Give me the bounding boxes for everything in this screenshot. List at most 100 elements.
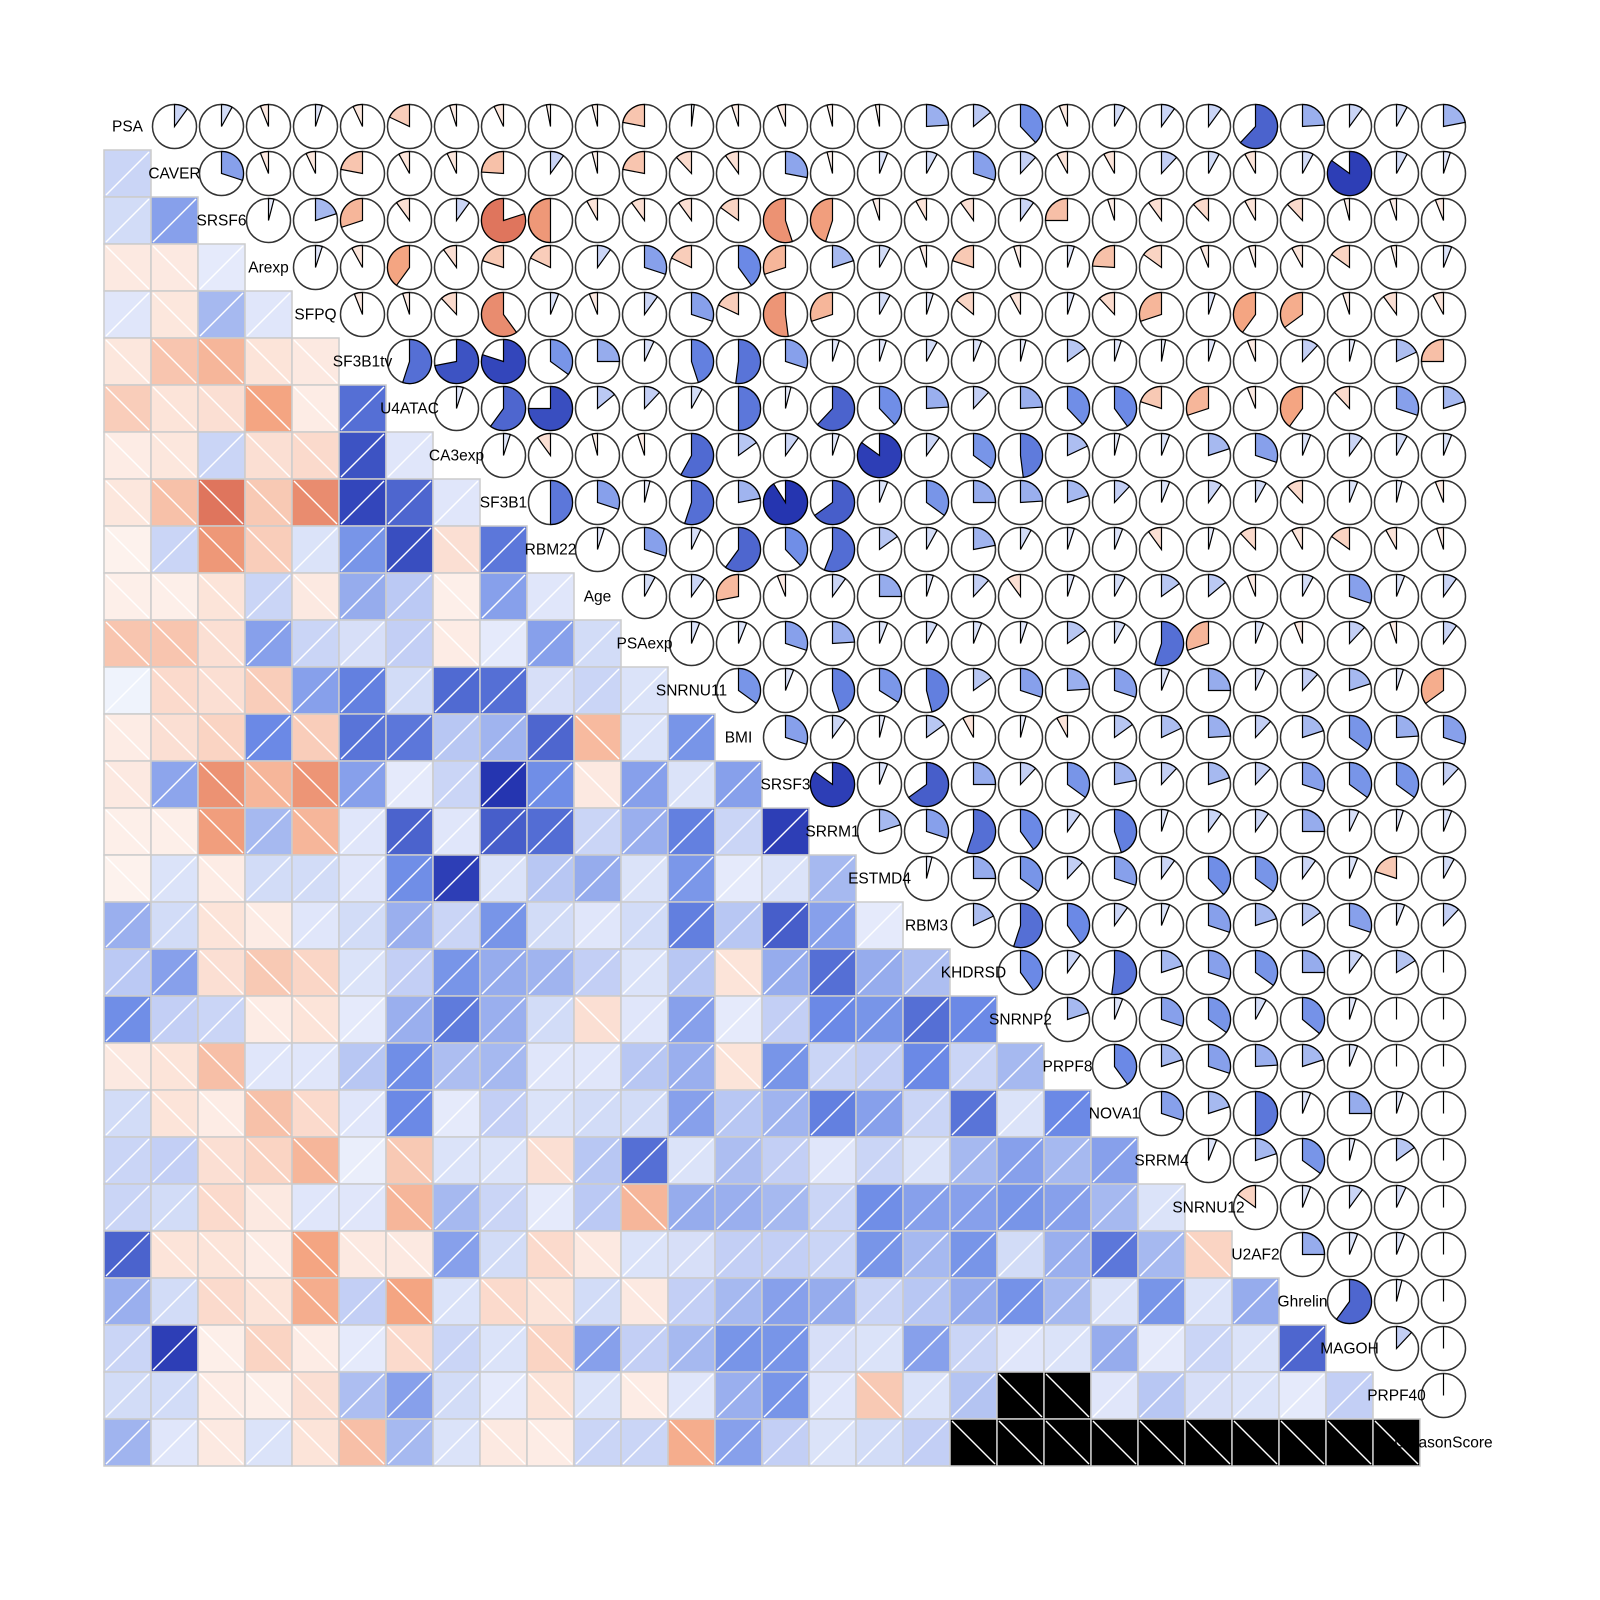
pie-sector [1066, 855, 1084, 881]
pie-sector [1374, 855, 1398, 880]
pie-sector [1019, 526, 1032, 550]
shade-hatch-negative [1186, 1232, 1231, 1277]
shade-hatch-positive [1139, 1373, 1184, 1418]
shade-hatch-positive [998, 1185, 1043, 1230]
shade-hatch-positive [434, 856, 479, 901]
shade-hatch-positive [998, 1091, 1043, 1136]
shade-hatch-positive [293, 903, 338, 948]
shade-hatch-positive [810, 1373, 855, 1418]
pie-sector [1113, 432, 1121, 456]
shade-hatch-positive [1233, 1373, 1278, 1418]
shade-hatch-positive [105, 668, 150, 713]
shade-hatch-negative [622, 1279, 667, 1324]
pie-sector [545, 103, 552, 127]
pie-sector [690, 385, 703, 409]
pie-sector [856, 432, 903, 479]
pie-sector [1395, 949, 1416, 974]
pie-sector [1442, 244, 1453, 268]
shade-hatch-negative [105, 715, 150, 760]
shade-hatch-negative [998, 1420, 1043, 1465]
pie-sector [1343, 197, 1351, 221]
pie-sector [1442, 808, 1453, 832]
shade-hatch-positive [763, 809, 808, 854]
shade-hatch-positive [622, 1044, 667, 1089]
variable-label: GleasonScore [1394, 1435, 1492, 1452]
shade-hatch-negative [199, 527, 244, 572]
pie-sector [972, 620, 983, 644]
pie-sector [1207, 714, 1232, 739]
pie-sector [1246, 338, 1257, 362]
pie-sector [1160, 1090, 1185, 1122]
pie-sector [1330, 526, 1351, 551]
pie-sector [737, 244, 762, 287]
pie-sector [831, 432, 841, 456]
pie-sector [737, 667, 762, 705]
shade-hatch-negative [199, 668, 244, 713]
pie-sector [1019, 714, 1027, 738]
shade-hatch-negative [1233, 1420, 1278, 1465]
shade-hatch-negative [669, 1420, 714, 1465]
shade-hatch-positive [951, 1232, 996, 1277]
pie-sector [1348, 1137, 1356, 1161]
pie-sector [1291, 244, 1304, 268]
shade-hatch-positive [481, 1091, 526, 1136]
shade-hatch-negative [199, 386, 244, 431]
pie-sector [1301, 103, 1326, 128]
pie-sector [1301, 761, 1326, 793]
pie-sector [1019, 761, 1037, 787]
shade-hatch-positive [152, 997, 197, 1042]
shade-hatch-positive [434, 668, 479, 713]
pie-sector [730, 103, 740, 127]
pie-sector [1207, 103, 1223, 129]
shade-hatch-positive [904, 1420, 949, 1465]
shade-hatch-positive [857, 1185, 902, 1230]
shade-hatch-positive [622, 1420, 667, 1465]
shade-hatch-positive [951, 1326, 996, 1371]
shade-hatch-negative [152, 339, 197, 384]
shade-hatch-positive [246, 856, 291, 901]
variable-label: SRSF6 [197, 213, 247, 230]
pie-sector [1246, 573, 1257, 597]
pie-sector [1091, 244, 1116, 269]
shade-hatch-positive [434, 480, 479, 525]
pie-sector [1434, 197, 1445, 221]
pie-sector [1153, 620, 1185, 667]
shade-hatch-negative [716, 950, 761, 995]
pie-sector [1348, 1043, 1359, 1067]
shade-hatch-negative [199, 1373, 244, 1418]
shade-hatch-negative [575, 997, 620, 1042]
pie-sector [1254, 1137, 1278, 1162]
pie-sector [1113, 385, 1138, 428]
pie-sector [643, 291, 659, 317]
shade-hatch-positive [1139, 1185, 1184, 1230]
shade-hatch-positive [105, 1420, 150, 1465]
shade-hatch-positive [340, 433, 385, 478]
pie-sector [1113, 526, 1124, 550]
shade-hatch-positive [340, 574, 385, 619]
shade-hatch-positive [669, 1232, 714, 1277]
pie-sector [1009, 291, 1022, 315]
shade-hatch-positive [857, 1044, 902, 1089]
shade-hatch-positive [1233, 1326, 1278, 1371]
variable-label: PSAexp [616, 636, 672, 653]
shade-hatch-positive [716, 903, 761, 948]
pie-sector [1254, 714, 1272, 740]
shade-hatch-negative [152, 1044, 197, 1089]
shade-hatch-positive [1139, 1279, 1184, 1324]
pie-sector [527, 197, 552, 244]
shade-hatch-negative [152, 1091, 197, 1136]
shade-hatch-positive [904, 1279, 949, 1324]
shade-hatch-negative [105, 1044, 150, 1089]
pie-sector [972, 479, 997, 504]
pie-sector [1207, 432, 1231, 457]
pie-sector [1348, 761, 1373, 799]
pie-sector [1301, 573, 1314, 597]
pie-sector [1395, 902, 1406, 926]
shade-hatch-positive [763, 1138, 808, 1183]
pie-sector [878, 761, 889, 785]
pie-sector [314, 244, 324, 268]
pie-sector [588, 291, 599, 315]
shade-hatch-negative [857, 1373, 902, 1418]
shade-hatch-negative [1327, 1420, 1372, 1465]
pie-sector [1395, 1278, 1403, 1302]
